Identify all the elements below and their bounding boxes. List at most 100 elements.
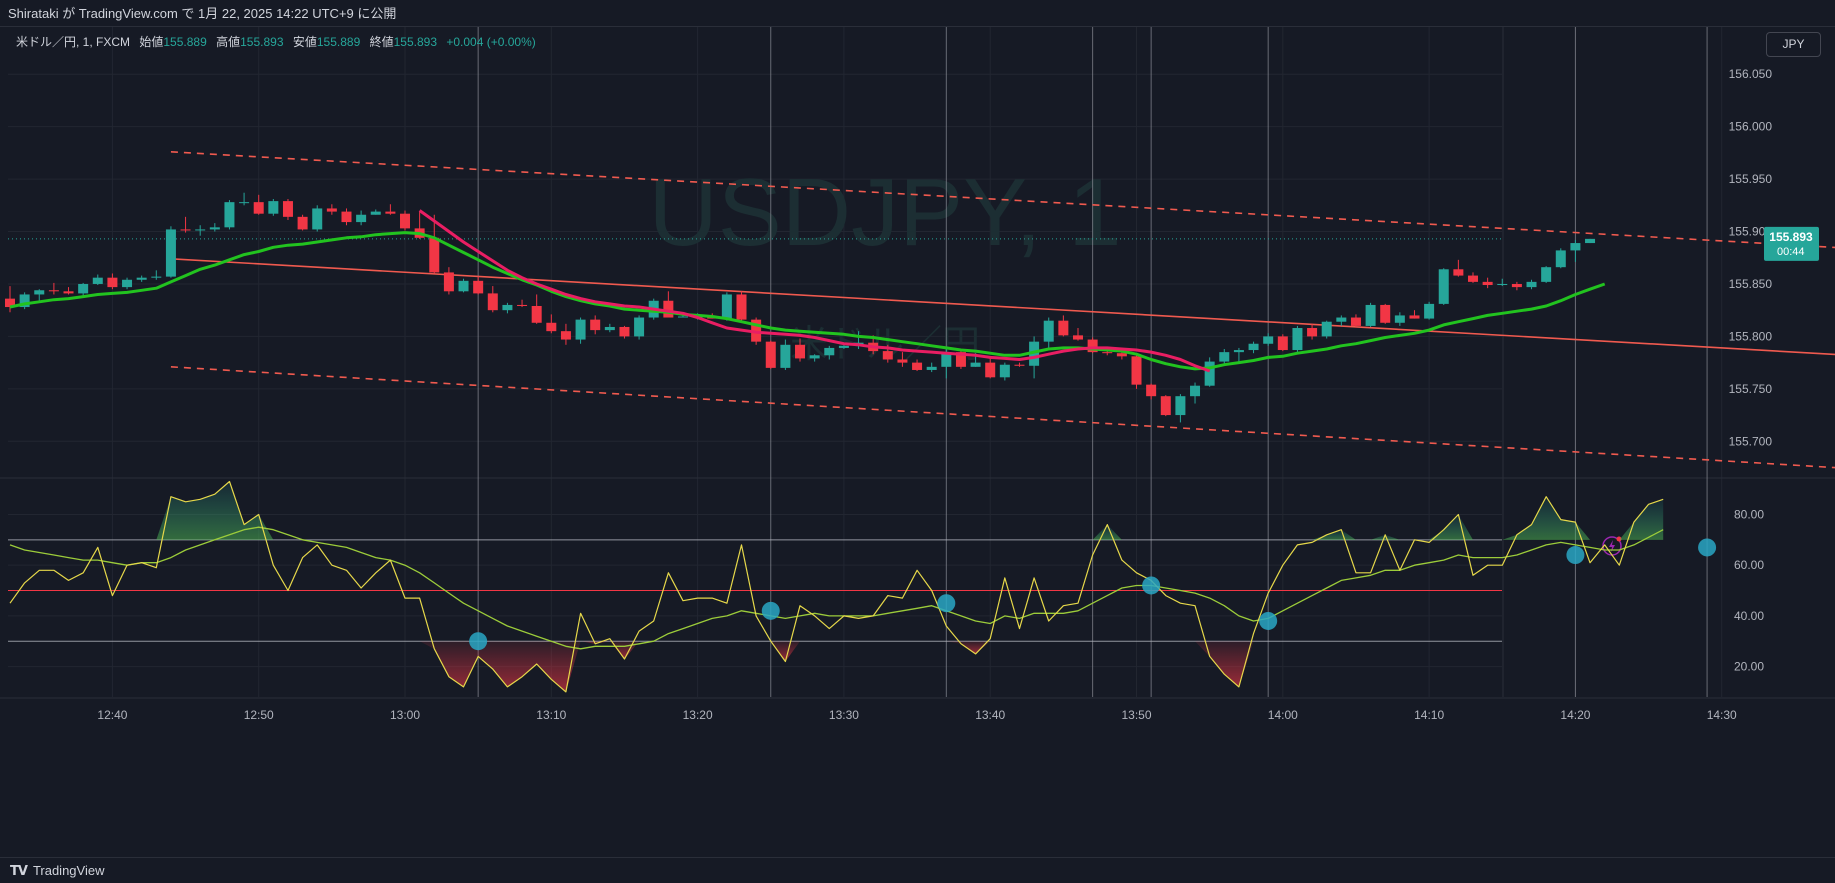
candle-body xyxy=(1175,396,1186,416)
candle-body xyxy=(1438,269,1449,304)
trend-channel-upper xyxy=(170,151,1835,249)
watermark-subtitle: 米ドル／円 xyxy=(790,324,980,366)
candle-body xyxy=(502,304,513,311)
candles-group xyxy=(5,192,1596,423)
candle-body xyxy=(1380,304,1391,323)
rsi-oversold-fill xyxy=(419,641,581,692)
time-axis-label: 13:00 xyxy=(390,708,420,722)
candle-body xyxy=(341,211,352,223)
candle-body xyxy=(941,352,952,367)
footer-brand[interactable]: TradingView xyxy=(32,863,105,878)
candle-body xyxy=(838,345,849,348)
candle-body xyxy=(5,298,15,308)
candle-body xyxy=(122,279,133,288)
candle-body xyxy=(1146,384,1157,397)
candle-body xyxy=(268,201,279,214)
price-axis-label: 156.050 xyxy=(1729,67,1773,81)
time-axis-label: 14:30 xyxy=(1707,708,1737,722)
price-axis-label: 155.700 xyxy=(1729,434,1773,448)
candle-body xyxy=(546,322,557,332)
chart-area[interactable]: USDJPY, 1 米ドル／円 156.050 156.000 155.950 155.9… xyxy=(0,27,1835,857)
currency-button[interactable]: JPY xyxy=(1766,32,1821,57)
candle-body xyxy=(34,290,45,295)
time-axis-label: 12:40 xyxy=(97,708,127,722)
price-axis-label: 155.950 xyxy=(1729,172,1773,186)
candle-body xyxy=(765,341,776,368)
candle-body xyxy=(663,300,674,318)
candle-body xyxy=(560,331,571,340)
candle-body xyxy=(1555,250,1566,268)
last-price-tag xyxy=(1764,226,1819,261)
candle-body xyxy=(590,319,601,331)
rsi-signal-dot xyxy=(469,632,488,651)
candle-body xyxy=(1468,275,1478,282)
time-axis-label: 14:20 xyxy=(1560,708,1590,722)
candle-body xyxy=(634,317,645,337)
candle-body xyxy=(1131,356,1142,385)
candle-body xyxy=(224,202,235,228)
open-value: 155.889 xyxy=(163,35,207,49)
candle-body xyxy=(107,277,118,288)
footer: 𝗧𝗩 TradingView xyxy=(0,857,1835,883)
candle-body xyxy=(429,237,440,273)
candle-body xyxy=(795,344,806,359)
candle-body xyxy=(1424,303,1435,319)
high-label: 高値 xyxy=(216,35,241,49)
candle-body xyxy=(1160,396,1171,416)
candle-body xyxy=(370,211,381,215)
rsi-overbought-fill xyxy=(1502,496,1591,540)
close-value: 155.893 xyxy=(393,35,438,49)
candle-body xyxy=(1336,317,1347,322)
candle-body xyxy=(1058,320,1069,336)
candle-body xyxy=(1307,328,1318,337)
candle-body xyxy=(1585,238,1596,244)
candle-body xyxy=(1541,267,1552,282)
ema-green-line xyxy=(9,231,1606,371)
rsi-signal-dot xyxy=(1698,538,1717,557)
chart-background xyxy=(0,27,1835,857)
candle-body xyxy=(1277,336,1288,351)
low-label: 安値 xyxy=(292,35,317,49)
rsi-overbought-fill xyxy=(1619,499,1664,540)
close-label: 終値 xyxy=(369,35,394,49)
candle-body xyxy=(751,319,762,342)
candle-body xyxy=(326,208,337,212)
candle-body xyxy=(356,214,367,223)
watermark-title: USDJPY, 1 xyxy=(648,159,1121,266)
candle-body xyxy=(882,351,893,360)
candle-body xyxy=(487,293,498,311)
candle-body xyxy=(912,362,923,370)
candle-body xyxy=(970,362,981,367)
candle-body xyxy=(517,304,528,306)
candle-body xyxy=(1292,328,1303,351)
candle-body xyxy=(1219,352,1230,362)
candle-body xyxy=(209,227,220,230)
candle-body xyxy=(195,229,206,231)
candle-body xyxy=(1204,361,1215,386)
rsi-axis-label: 60.00 xyxy=(1734,558,1764,572)
rsi-axis-label: 80.00 xyxy=(1734,507,1764,521)
candle-body xyxy=(1497,283,1508,286)
candle-body xyxy=(1511,283,1522,288)
time-axis-label: 13:50 xyxy=(1121,708,1151,722)
rsi-overbought-fill xyxy=(1092,524,1122,540)
candle-body xyxy=(604,326,615,331)
rsi-oversold-fill xyxy=(1195,641,1254,687)
candle-body xyxy=(1233,350,1244,353)
publish-header: Shirataki が TradingView.com で 1月 22, 202… xyxy=(0,0,1835,27)
symbol-name[interactable]: 米ドル／円, 1, FXCM xyxy=(16,35,131,49)
candle-body xyxy=(531,305,542,323)
candle-body xyxy=(136,277,147,280)
candle-body xyxy=(458,280,469,292)
candle-body xyxy=(1394,315,1405,323)
time-axis-label: 13:40 xyxy=(975,708,1005,722)
candle-body xyxy=(1526,281,1537,288)
rsi-oversold-fill xyxy=(770,641,801,662)
price-axis-label: 155.750 xyxy=(1729,382,1773,396)
candle-body xyxy=(400,213,411,229)
candle-body xyxy=(1190,385,1201,397)
candle-body xyxy=(1482,281,1493,286)
alert-dot xyxy=(1616,536,1622,542)
change-value: +0.004 (+0.00%) xyxy=(446,35,536,49)
trend-channel-lower xyxy=(170,366,1835,469)
